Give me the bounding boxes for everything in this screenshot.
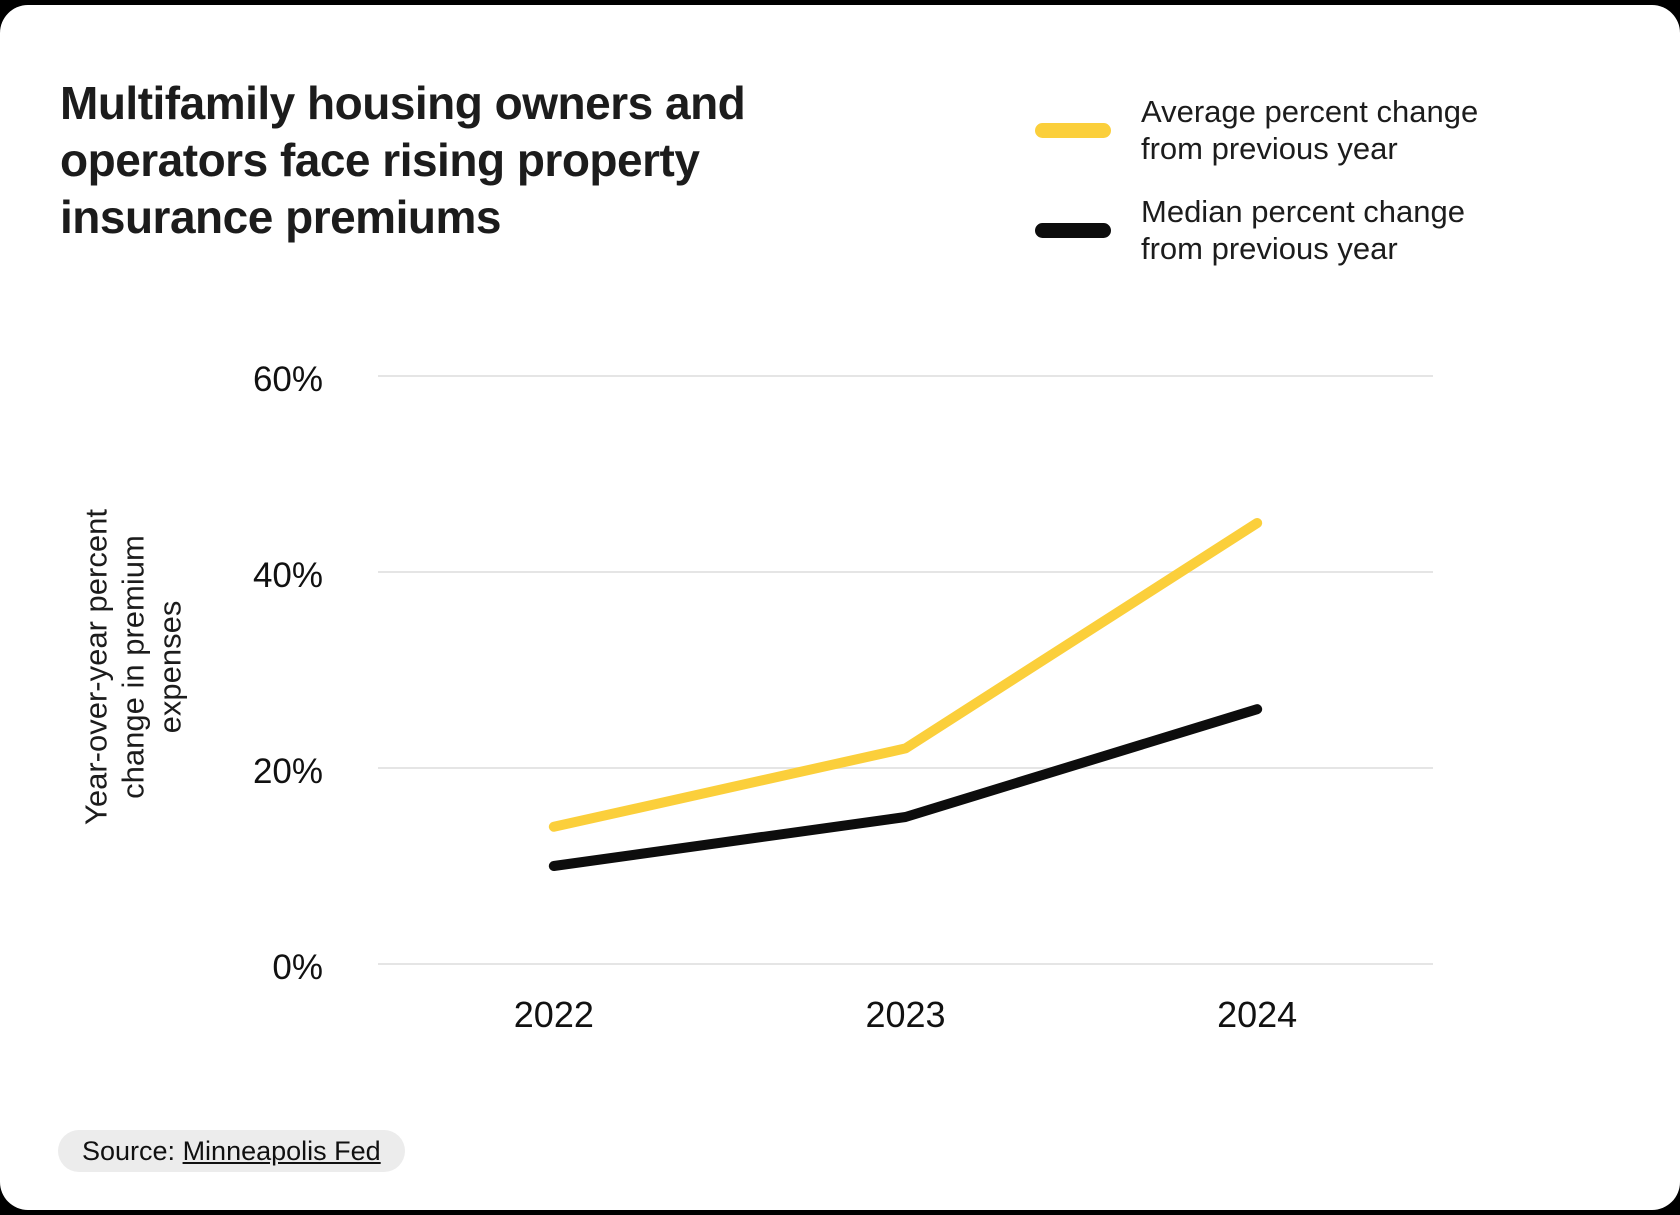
y-tick-label: 20% (252, 752, 323, 791)
legend-label-line: Average percent change (1141, 94, 1479, 129)
series-line-median (548, 704, 1263, 871)
chart-title-line: operators face rising property (60, 134, 700, 186)
legend-swatch-icon (1035, 122, 1111, 138)
legend-label: Median percent change from previous year (1141, 193, 1531, 267)
y-axis-title: Year-over-year percent change in premium e… (78, 487, 189, 847)
y-tick-label: 0% (272, 948, 323, 987)
line-chart-plot (378, 375, 1433, 965)
legend: Average percent change from previous year… (1035, 93, 1531, 267)
legend-item: Median percent change from previous year (1035, 193, 1531, 267)
chart-title-line: Multifamily housing owners and (60, 77, 746, 129)
source-link[interactable]: Minneapolis Fed (182, 1135, 381, 1166)
legend-label-line: from previous year (1141, 231, 1398, 266)
y-axis-title-line: change in premium (115, 535, 151, 799)
legend-label-line: from previous year (1141, 131, 1398, 166)
y-tick-label: 40% (252, 556, 323, 595)
series-line-average (548, 518, 1263, 832)
legend-item: Average percent change from previous year (1035, 93, 1531, 167)
y-tick-label: 60% (252, 360, 323, 399)
y-axis-title-line: Year-over-year percent (78, 509, 114, 825)
y-axis-title-line: expenses (152, 600, 188, 734)
source-pill: Source: Minneapolis Fed (58, 1130, 405, 1172)
source-prefix: Source: (82, 1135, 183, 1166)
legend-label-line: Median percent change (1141, 194, 1466, 229)
legend-label: Average percent change from previous year (1141, 93, 1531, 167)
chart-title-line: insurance premiums (60, 191, 501, 243)
chart-title: Multifamily housing owners and operators … (60, 75, 880, 246)
x-tick-label: 2022 (513, 994, 594, 1035)
chart-card: Multifamily housing owners and operators … (0, 5, 1680, 1210)
x-tick-label: 2023 (865, 994, 946, 1035)
legend-swatch-icon (1035, 222, 1111, 238)
x-tick-label: 2024 (1217, 994, 1298, 1035)
